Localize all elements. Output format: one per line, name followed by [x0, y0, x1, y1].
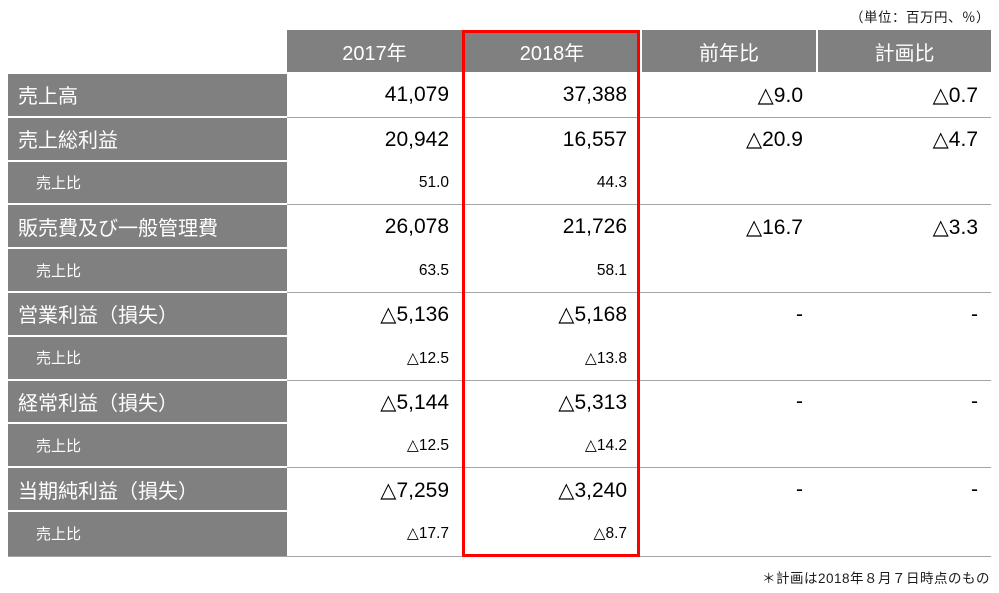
- cell-yoy: -: [640, 380, 816, 425]
- plan-footnote: ＊計画は2018年８月７日時点のもの: [761, 571, 990, 586]
- cell-2018: △14.2: [462, 424, 640, 469]
- cell-vs-plan: [816, 161, 991, 206]
- cell-yoy: [640, 249, 816, 293]
- cell-2017: 63.5: [287, 249, 462, 293]
- cell-2018: 37,388: [462, 74, 640, 118]
- header-corner-cell: [8, 30, 287, 74]
- column-header-vs-plan: 計画比: [816, 30, 991, 74]
- cell-vs-plan: △4.7: [816, 117, 991, 162]
- cell-yoy: △9.0: [640, 74, 816, 118]
- row-label-ordinary-income: 経常利益（損失）: [8, 380, 287, 425]
- cell-vs-plan: -: [816, 380, 991, 425]
- cell-2018: △13.8: [462, 336, 640, 381]
- cell-2017: △12.5: [287, 336, 462, 381]
- row-label-gross-profit: 売上総利益: [8, 117, 287, 162]
- cell-yoy: △16.7: [640, 205, 816, 250]
- cell-yoy: [640, 511, 816, 556]
- cell-2018: 21,726: [462, 205, 640, 250]
- cell-2018: △8.7: [462, 511, 640, 556]
- cell-2017: 41,079: [287, 74, 462, 118]
- row-label-sales-ratio: 売上比: [8, 336, 287, 381]
- cell-vs-plan: [816, 511, 991, 556]
- row-label-sales-ratio: 売上比: [8, 249, 287, 293]
- cell-2018: △5,168: [462, 292, 640, 337]
- cell-2017: △5,136: [287, 292, 462, 337]
- row-label-net-sales: 売上高: [8, 74, 287, 118]
- cell-2018: △5,313: [462, 380, 640, 425]
- row-label-sga-expenses: 販売費及び一般管理費: [8, 205, 287, 250]
- cell-2018: 44.3: [462, 161, 640, 206]
- cell-yoy: △20.9: [640, 117, 816, 162]
- cell-2017: △7,259: [287, 468, 462, 512]
- cell-yoy: [640, 336, 816, 381]
- cell-2017: 26,078: [287, 205, 462, 250]
- cell-yoy: -: [640, 468, 816, 512]
- cell-yoy: -: [640, 292, 816, 337]
- column-header-2018: 2018年: [462, 30, 640, 74]
- cell-vs-plan: [816, 336, 991, 381]
- cell-2018: 16,557: [462, 117, 640, 162]
- financial-results-table: 2017年 2018年 前年比 計画比 売上高 41,079 37,388 △9…: [8, 30, 991, 557]
- cell-2017: 20,942: [287, 117, 462, 162]
- cell-vs-plan: -: [816, 468, 991, 512]
- cell-2017: 51.0: [287, 161, 462, 206]
- column-header-yoy: 前年比: [640, 30, 816, 74]
- cell-vs-plan: △0.7: [816, 74, 991, 118]
- cell-vs-plan: [816, 424, 991, 469]
- cell-yoy: [640, 424, 816, 469]
- row-label-sales-ratio: 売上比: [8, 511, 287, 556]
- cell-vs-plan: [816, 249, 991, 293]
- cell-2017: △5,144: [287, 380, 462, 425]
- row-label-sales-ratio: 売上比: [8, 424, 287, 469]
- unit-note: （単位：百万円、％）: [850, 10, 990, 25]
- column-header-2017: 2017年: [287, 30, 462, 74]
- row-label-sales-ratio: 売上比: [8, 161, 287, 206]
- cell-2018: △3,240: [462, 468, 640, 512]
- cell-vs-plan: -: [816, 292, 991, 337]
- cell-2017: △17.7: [287, 511, 462, 556]
- cell-2017: △12.5: [287, 424, 462, 469]
- cell-2018: 58.1: [462, 249, 640, 293]
- row-label-operating-income: 営業利益（損失）: [8, 292, 287, 337]
- row-label-net-income: 当期純利益（損失）: [8, 468, 287, 512]
- cell-vs-plan: △3.3: [816, 205, 991, 250]
- cell-yoy: [640, 161, 816, 206]
